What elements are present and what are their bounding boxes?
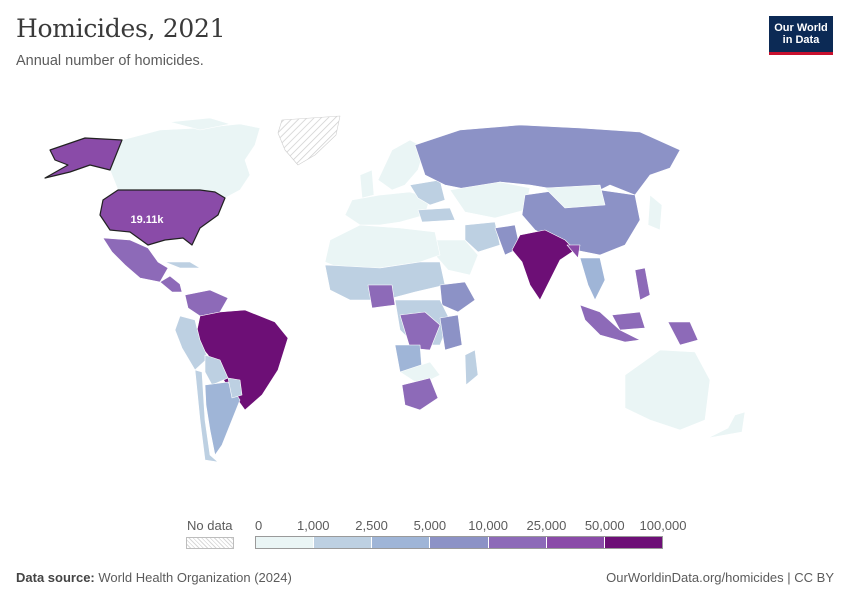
country-central-america[interactable]: [159, 275, 183, 293]
country-canada[interactable]: [109, 123, 261, 199]
data-source: Data source: World Health Organization (…: [16, 570, 292, 585]
legend-tick-label: 2,500: [355, 518, 388, 533]
country-madagascar[interactable]: [464, 349, 479, 386]
usa-annotation: 19.11k: [130, 214, 164, 226]
country-japan[interactable]: [647, 194, 663, 231]
legend-tick-label: 0: [255, 518, 263, 533]
legend-bin-1[interactable]: [314, 537, 373, 548]
legend-nodata-swatch[interactable]: [186, 537, 234, 549]
country-sahel[interactable]: [324, 261, 446, 301]
country-philippines[interactable]: [634, 267, 651, 301]
legend-nodata-label: No data: [187, 518, 233, 533]
country-bangladesh[interactable]: [566, 244, 581, 259]
country-usa-alaska[interactable]: [44, 137, 123, 179]
legend-bin-5[interactable]: [546, 537, 605, 548]
world-map[interactable]: 19.11k: [0, 100, 850, 520]
country-indonesia-east[interactable]: [611, 311, 646, 331]
country-western-europe[interactable]: [344, 191, 431, 226]
legend-bin-0[interactable]: [256, 537, 315, 548]
source-label: Data source:: [16, 570, 95, 585]
country-png[interactable]: [667, 321, 699, 346]
country-uk[interactable]: [359, 169, 375, 199]
country-greenland[interactable]: [277, 115, 341, 166]
country-bolivia[interactable]: [204, 354, 229, 386]
country-brazil[interactable]: [194, 309, 289, 411]
legend-tick-label: 1,000: [297, 518, 330, 533]
logo-line-2: in Data: [782, 34, 820, 46]
legend-tick-label: 10,000: [468, 518, 509, 533]
country-myanmar-thai[interactable]: [579, 257, 606, 301]
country-turkey[interactable]: [417, 207, 456, 223]
country-indonesia[interactable]: [579, 304, 641, 343]
legend-tick-label: 25,000: [526, 518, 567, 533]
logo-line-1: Our World: [774, 22, 828, 34]
country-paraguay[interactable]: [227, 377, 243, 399]
country-eastern-europe[interactable]: [409, 179, 446, 206]
country-nigeria[interactable]: [367, 284, 396, 309]
country-canada-islands[interactable]: [169, 117, 231, 131]
country-south-africa[interactable]: [401, 377, 439, 411]
owid-logo[interactable]: Our World in Data: [769, 16, 833, 55]
legend-bin-6[interactable]: [604, 537, 662, 548]
country-ethiopia[interactable]: [439, 281, 476, 313]
country-drc[interactable]: [399, 311, 441, 351]
chart-subtitle: Annual number of homicides.: [16, 53, 204, 69]
legend-color-bar: [255, 536, 663, 549]
country-east-africa[interactable]: [439, 314, 463, 351]
country-iran[interactable]: [464, 221, 501, 253]
legend-tick-label: 5,000: [413, 518, 447, 533]
country-mongolia[interactable]: [544, 184, 606, 209]
legend-bin-3[interactable]: [430, 537, 489, 548]
country-usa[interactable]: [99, 189, 226, 246]
country-india[interactable]: [511, 229, 576, 301]
country-peru[interactable]: [174, 315, 209, 371]
legend-tick-label: 100,000: [639, 518, 687, 533]
chart-title: Homicides, 2021: [16, 14, 226, 43]
country-mexico[interactable]: [102, 237, 169, 283]
legend-bin-4[interactable]: [488, 537, 547, 548]
country-new-zealand[interactable]: [707, 411, 746, 439]
legend-tick-label: 50,000: [584, 518, 625, 533]
country-australia[interactable]: [624, 349, 711, 431]
credit-link[interactable]: OurWorldinData.org/homicides | CC BY: [606, 570, 834, 585]
country-cuba[interactable]: [164, 261, 201, 269]
source-text[interactable]: World Health Organization (2024): [98, 570, 292, 585]
country-russia[interactable]: [414, 124, 681, 196]
legend-bin-2[interactable]: [372, 537, 431, 548]
country-chile[interactable]: [194, 369, 219, 463]
